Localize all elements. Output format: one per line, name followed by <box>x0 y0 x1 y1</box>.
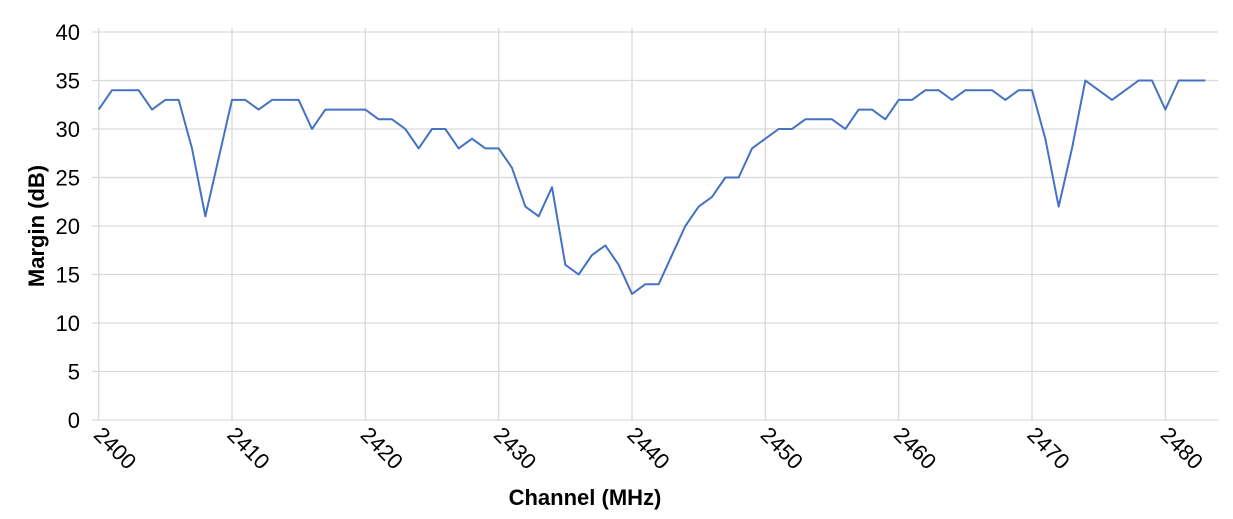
data-line <box>97 79 1206 295</box>
x-tick-label: 2460 <box>889 422 941 474</box>
x-tick-label: 2430 <box>489 422 541 474</box>
x-tick-label: 2480 <box>1156 422 1208 474</box>
x-tick-label: 2470 <box>1022 422 1074 474</box>
y-tick-label: 25 <box>56 165 80 190</box>
y-tick-label: 10 <box>56 311 80 336</box>
y-tick-label: 15 <box>56 262 80 287</box>
x-tick-label: 2450 <box>756 422 808 474</box>
y-tick-label: 5 <box>68 359 80 384</box>
x-tick-label: 2410 <box>222 422 274 474</box>
y-axis-title: Margin (dB) <box>24 165 49 287</box>
y-tick-label: 20 <box>56 214 80 239</box>
x-tick-label: 2400 <box>89 422 141 474</box>
y-tick-label: 0 <box>68 408 80 433</box>
x-tick-label: 2420 <box>356 422 408 474</box>
y-tick-label: 35 <box>56 68 80 93</box>
y-tick-label: 30 <box>56 117 80 142</box>
x-tick-label: 2440 <box>622 422 674 474</box>
x-axis-title: Channel (MHz) <box>509 485 662 510</box>
y-tick-label: 40 <box>56 20 80 45</box>
